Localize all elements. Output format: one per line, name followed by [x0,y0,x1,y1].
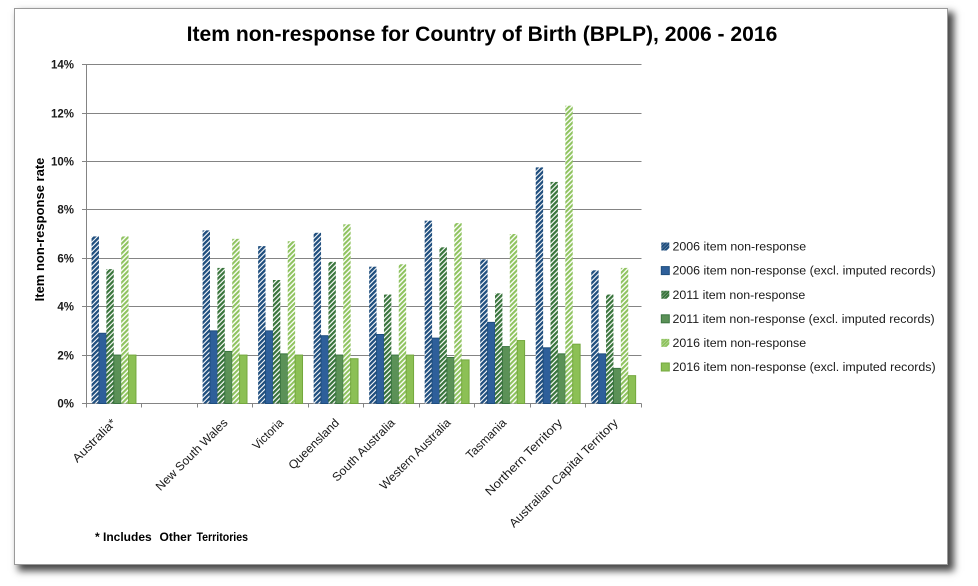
svg-text:0%: 0% [57,399,74,411]
svg-text:10%: 10% [51,157,74,169]
svg-text:Item non-response rate: Item non-response rate [32,158,47,302]
svg-text:4%: 4% [57,302,74,314]
svg-text:Australian Capital Territory: Australian Capital Territory [506,416,621,531]
svg-text:Queensland: Queensland [285,416,342,473]
svg-text:Tasmania: Tasmania [463,415,510,462]
svg-text:8%: 8% [57,205,74,217]
svg-text:Australia*: Australia* [70,415,120,465]
svg-text:2016 item non-response (excl.: 2016 item non-response (excl. imputed re… [673,360,936,374]
svg-text:2%: 2% [57,351,74,363]
svg-text:New South Wales: New South Wales [153,416,231,494]
svg-text:Item non-response for Country: Item non-response for Country of Birth (… [187,23,778,46]
svg-text:2011 item non-response (excl.: 2011 item non-response (excl. imputed re… [673,312,935,326]
svg-text:6%: 6% [57,254,74,266]
svg-text:Victoria: Victoria [249,416,286,453]
svg-text:12%: 12% [51,109,74,121]
svg-text:2006 item non-response: 2006 item non-response [673,240,807,254]
svg-text:2006 item non-response (excl.: 2006 item non-response (excl. imputed re… [673,264,936,278]
svg-text:2016 item non-response: 2016 item non-response [673,336,807,350]
svg-text:2011 item non-response: 2011 item non-response [673,288,806,302]
svg-text:14%: 14% [51,60,74,72]
